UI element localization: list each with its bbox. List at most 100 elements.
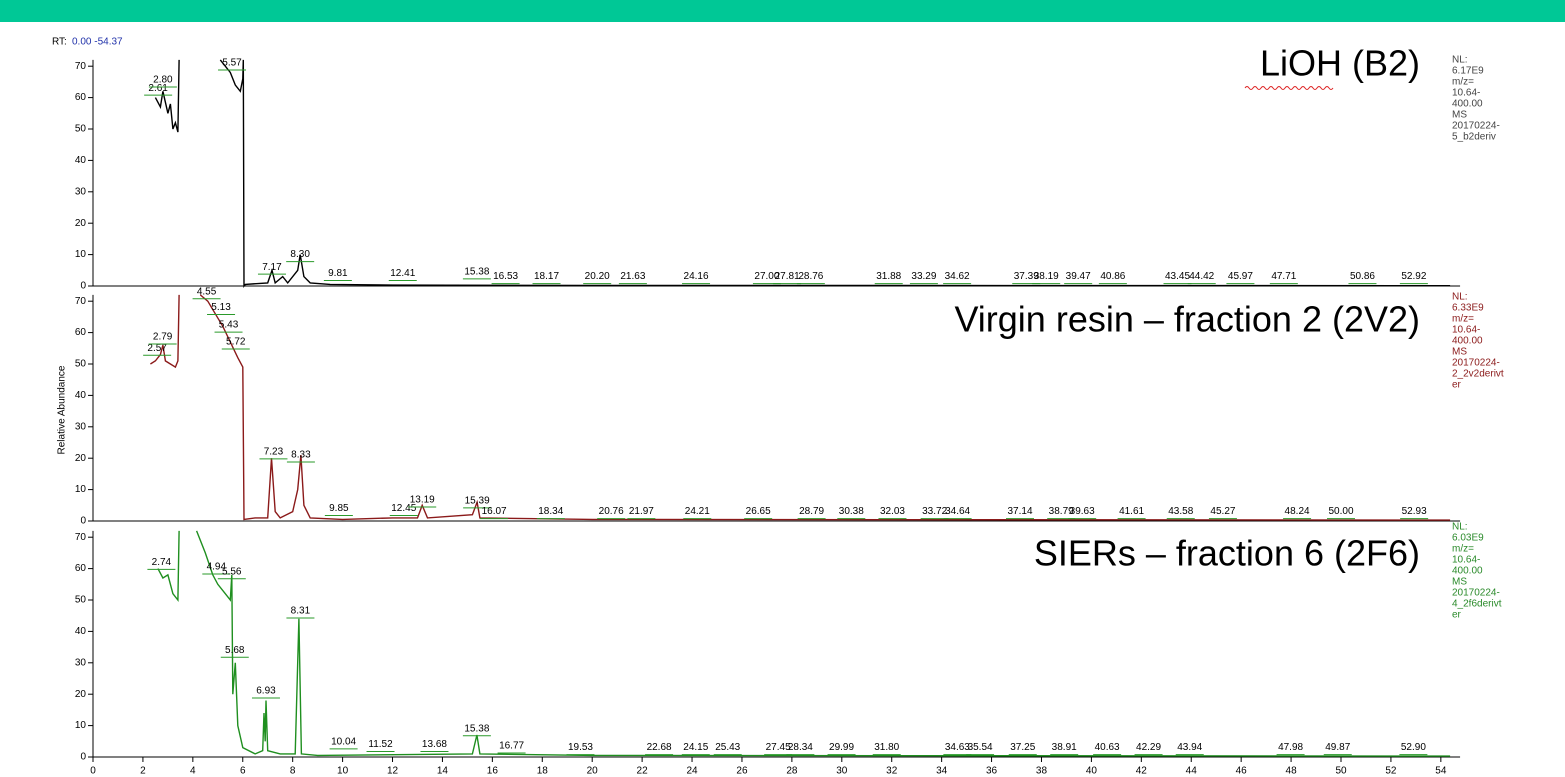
- peak-label: 5.13: [211, 302, 231, 313]
- x-tick-label: 46: [1236, 766, 1248, 777]
- peak-label: 38.79: [1049, 506, 1074, 517]
- y-tick-label: 20: [75, 218, 87, 229]
- peak-label: 2.61: [148, 83, 168, 94]
- peak-label: 47.71: [1271, 271, 1296, 282]
- peak-label: 52.92: [1401, 271, 1426, 282]
- nl-info: m/z=: [1452, 314, 1474, 325]
- peak-label: 44.42: [1189, 271, 1214, 282]
- x-tick-label: 4: [190, 766, 196, 777]
- peak-label: 9.81: [328, 268, 348, 279]
- y-tick-label: 20: [75, 689, 87, 700]
- peak-label: 10.04: [331, 737, 356, 748]
- y-tick-label: 70: [75, 61, 87, 72]
- nl-info: 10.64-: [1452, 555, 1480, 566]
- y-tick-label: 0: [80, 516, 86, 527]
- peak-label: 52.90: [1401, 742, 1426, 753]
- nl-info: 6.17E9: [1452, 66, 1484, 77]
- peak-label: 34.64: [945, 506, 970, 517]
- peak-label: 15.39: [465, 496, 490, 507]
- peak-label: 5.57: [222, 58, 242, 69]
- peak-label: 35.54: [968, 742, 993, 753]
- peak-label: 38.91: [1052, 742, 1077, 753]
- peak-label: 2.74: [152, 557, 172, 568]
- y-tick-label: 10: [75, 720, 87, 731]
- peak-label: 27.81: [775, 271, 800, 282]
- x-tick-label: 24: [686, 766, 698, 777]
- x-tick-label: 44: [1186, 766, 1198, 777]
- peak-label: 50.86: [1350, 271, 1375, 282]
- nl-info: MS: [1452, 347, 1467, 358]
- nl-info: 400.00: [1452, 566, 1483, 577]
- spell-underline: [1244, 86, 1334, 90]
- y-tick-label: 50: [75, 595, 87, 606]
- peak-label: 16.07: [482, 506, 507, 517]
- peak-label: 15.38: [464, 267, 489, 278]
- nl-info: NL:: [1452, 55, 1468, 66]
- nl-info: er: [1452, 380, 1462, 391]
- y-tick-label: 50: [75, 124, 87, 135]
- nl-info: MS: [1452, 577, 1467, 588]
- peak-label: 32.03: [880, 506, 905, 517]
- peak-label: 47.98: [1278, 742, 1303, 753]
- nl-info: 10.64-: [1452, 88, 1480, 99]
- nl-info: 400.00: [1452, 99, 1483, 110]
- x-tick-label: 54: [1435, 766, 1447, 777]
- x-tick-label: 26: [736, 766, 748, 777]
- peak-label: 39.63: [1070, 506, 1095, 517]
- nl-info: 20170224-: [1452, 588, 1500, 599]
- x-tick-label: 2: [140, 766, 146, 777]
- x-tick-label: 8: [290, 766, 296, 777]
- x-tick-label: 12: [387, 766, 399, 777]
- peak-label: 43.58: [1168, 506, 1193, 517]
- peak-label: 2.79: [153, 332, 173, 343]
- peak-label: 28.79: [799, 506, 824, 517]
- peak-label: 9.85: [329, 503, 349, 514]
- panel-title: LiOH (B2): [1260, 43, 1420, 84]
- x-tick-label: 22: [637, 766, 649, 777]
- panel-title: Virgin resin – fraction 2 (2V2): [954, 299, 1420, 340]
- peak-label: 41.61: [1119, 506, 1144, 517]
- x-tick-label: 48: [1286, 766, 1298, 777]
- y-tick-label: 60: [75, 563, 87, 574]
- peak-label: 27.45: [766, 742, 791, 753]
- y-tick-label: 60: [75, 92, 87, 103]
- peak-label: 40.86: [1100, 271, 1125, 282]
- peak-label: 48.24: [1285, 506, 1310, 517]
- nl-info: NL:: [1452, 292, 1468, 303]
- peak-label: 28.76: [798, 271, 823, 282]
- peak-label: 33.29: [911, 271, 936, 282]
- nl-info: 5_b2deriv: [1452, 132, 1496, 143]
- x-tick-label: 36: [986, 766, 998, 777]
- peak-label: 6.93: [256, 686, 276, 697]
- x-tick-label: 34: [936, 766, 948, 777]
- peak-label: 5.68: [225, 645, 245, 656]
- trace: [154, 59, 1451, 288]
- peak-label: 8.31: [291, 606, 311, 617]
- y-tick-label: 40: [75, 155, 87, 166]
- nl-info: 2_2v2derivt: [1452, 369, 1504, 380]
- y-tick-label: 50: [75, 359, 87, 370]
- peak-label: 26.65: [746, 506, 771, 517]
- peak-label: 42.29: [1136, 742, 1161, 753]
- x-tick-label: 10: [337, 766, 349, 777]
- nl-info: m/z=: [1452, 544, 1474, 555]
- peak-label: 5.43: [219, 320, 239, 331]
- peak-label: 50.00: [1328, 506, 1353, 517]
- x-tick-label: 16: [487, 766, 499, 777]
- rt-range: 0.00 -54.37: [72, 37, 123, 48]
- peak-label: 11.52: [368, 739, 393, 750]
- peak-label: 19.53: [568, 742, 593, 753]
- peak-label: 21.63: [620, 271, 645, 282]
- nl-info: 10.64-: [1452, 325, 1480, 336]
- peak-label: 24.21: [685, 506, 710, 517]
- x-tick-label: 38: [1036, 766, 1048, 777]
- peak-label: 22.68: [647, 742, 672, 753]
- y-axis-label: Relative Abundance: [57, 365, 68, 454]
- x-tick-label: 28: [786, 766, 798, 777]
- header-bar: [0, 0, 1565, 22]
- peak-label: 45.97: [1228, 271, 1253, 282]
- x-tick-label: 30: [836, 766, 848, 777]
- peak-label: 18.17: [534, 271, 559, 282]
- y-tick-label: 30: [75, 186, 87, 197]
- x-tick-label: 14: [437, 766, 449, 777]
